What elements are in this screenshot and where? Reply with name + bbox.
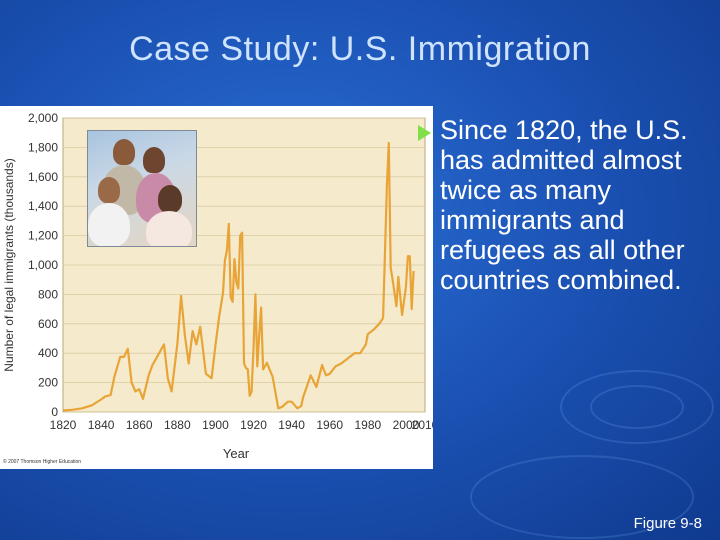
background-ripple [470, 455, 694, 539]
background-ripple [560, 370, 714, 444]
y-tick-label: 1,800 [28, 140, 58, 154]
immigration-line-chart: 0 200 400 600 800 1,000 1,200 1,400 1,600 1,800 2,… [2, 111, 433, 461]
x-tick-label: 1920 [240, 418, 267, 432]
y-tick-label: 400 [38, 346, 58, 360]
bullet-text: Since 1820, the U.S. has admitted almost… [440, 115, 688, 295]
y-tick-label: 200 [38, 376, 58, 390]
y-tick-label: 2,000 [28, 111, 58, 125]
x-tick-label: 1880 [164, 418, 191, 432]
x-tick-label: 1960 [316, 418, 343, 432]
y-tick-label: 1,000 [28, 258, 58, 272]
figure-panel: 0 200 400 600 800 1,000 1,200 1,400 1,600 1,800 2,… [0, 106, 433, 469]
x-tick-label: 1900 [202, 418, 229, 432]
slide-title: Case Study: U.S. Immigration [129, 30, 591, 68]
x-tick-label: 2000 [393, 418, 420, 432]
x-tick-label: 1860 [126, 418, 153, 432]
bullet-arrow-icon [418, 125, 431, 141]
y-tick-label: 1,400 [28, 199, 58, 213]
y-tick-label: 1,200 [28, 229, 58, 243]
family-photo [87, 130, 197, 247]
x-tick-label: 1940 [278, 418, 305, 432]
x-tick-label: 2010 [412, 418, 433, 432]
y-tick-label: 0 [51, 405, 58, 419]
figure-label: Figure 9-8 [633, 515, 702, 532]
y-tick-label: 800 [38, 287, 58, 301]
series-line-legal-immigrants [62, 141, 415, 412]
x-axis-label: Year [223, 446, 250, 461]
background-ripple [590, 385, 684, 429]
x-tick-label: 1820 [50, 418, 77, 432]
x-tick-label: 1840 [88, 418, 115, 432]
y-tick-label: 600 [38, 317, 58, 331]
copyright-notice: © 2007 Thomson Higher Education [3, 459, 82, 465]
y-axis-label: Number of legal immigrants (thousands) [2, 158, 16, 371]
y-tick-label: 1,600 [28, 170, 58, 184]
x-tick-label: 1980 [354, 418, 381, 432]
